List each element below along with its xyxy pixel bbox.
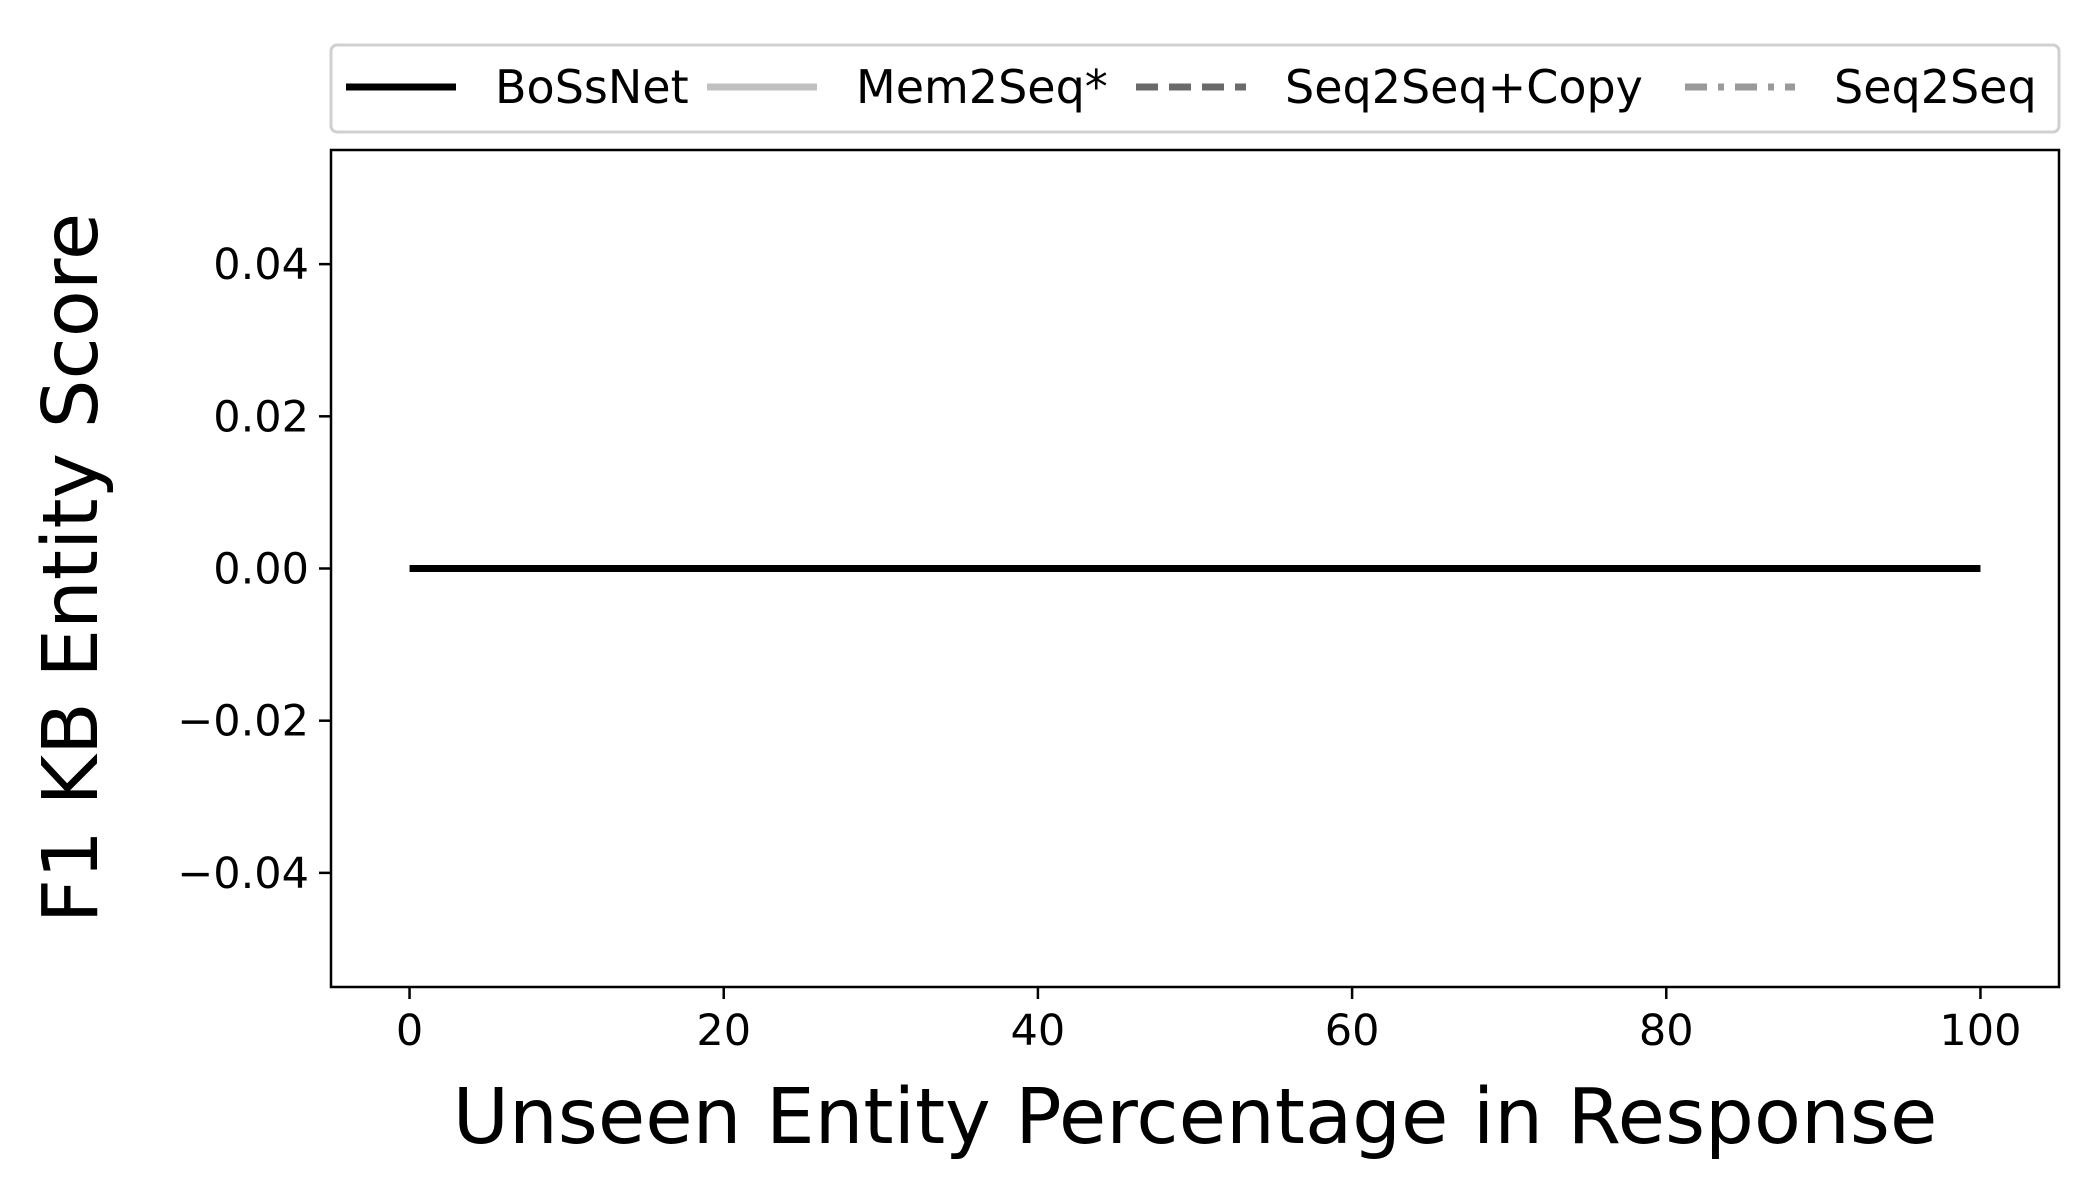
plot-area [329, 148, 2061, 989]
legend-label: Seq2Seq [1834, 60, 2037, 114]
y-axis-title: F1 KB Entity Score [27, 213, 116, 923]
y-tick-label: 0.04 [213, 240, 309, 290]
x-tick-label: 60 [1325, 1006, 1380, 1056]
x-tick-label: 20 [696, 1006, 751, 1056]
y-tick-label: 0.00 [213, 545, 309, 595]
y-tick-label: −0.04 [177, 849, 309, 899]
legend-label: BoSsNet [495, 60, 689, 114]
x-tick-label: 80 [1639, 1006, 1694, 1056]
y-axis: 0.04 0.02 0.00 −0.02 −0.04 [177, 240, 331, 899]
legend-label: Mem2Seq* [856, 60, 1108, 114]
y-tick-label: −0.02 [177, 697, 309, 747]
legend: BoSsNet Mem2Seq* Seq2Seq+Copy Seq2Seq [329, 43, 2061, 134]
x-tick-label: 0 [396, 1006, 423, 1056]
x-tick-label: 100 [1939, 1006, 2021, 1056]
x-axis-title: Unseen Entity Percentage in Response [453, 1073, 1938, 1162]
legend-label: Seq2Seq+Copy [1285, 60, 1643, 114]
x-tick-label: 40 [1011, 1006, 1066, 1056]
legend-frame [329, 43, 2061, 134]
legend-items: BoSsNet Mem2Seq* Seq2Seq+Copy Seq2Seq [346, 60, 2037, 114]
y-tick-label: 0.02 [213, 392, 309, 442]
x-axis: 0 20 40 60 80 100 [396, 987, 2021, 1056]
